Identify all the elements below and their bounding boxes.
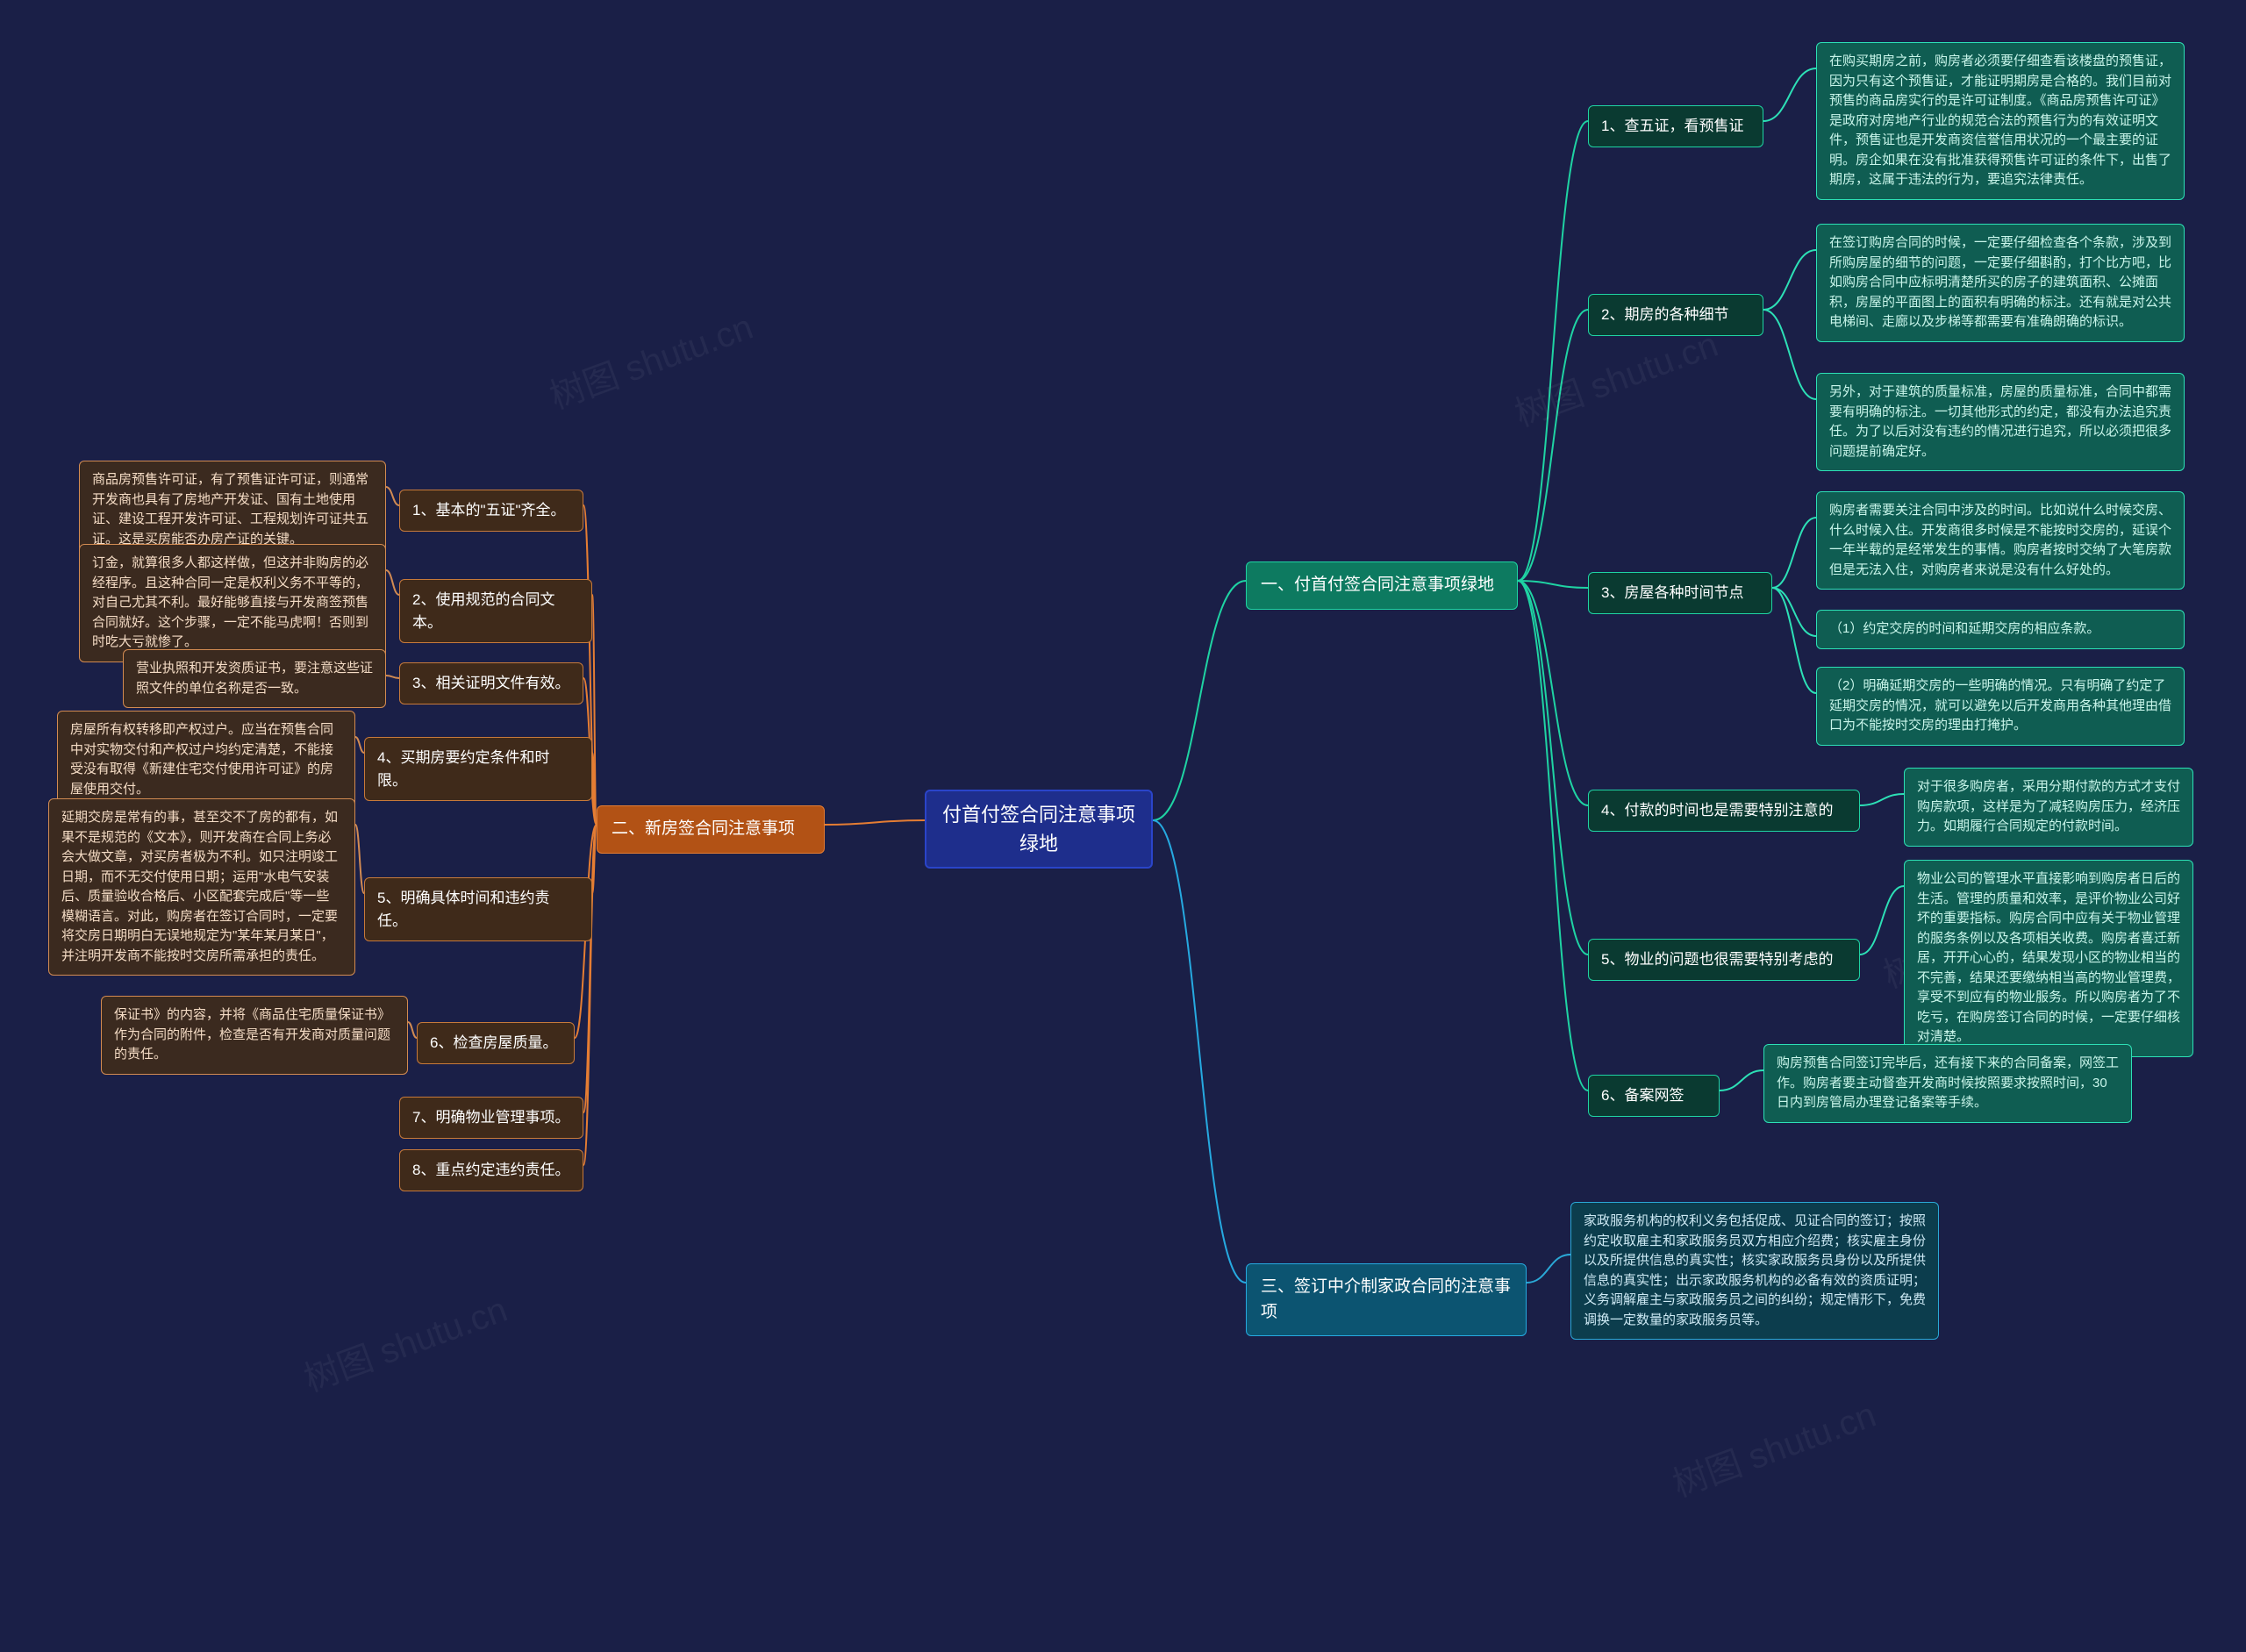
- b1-0-leaf-0: 在购买期房之前，购房者必须要仔细查看该楼盘的预售证，因为只有这个预售证，才能证明…: [1816, 42, 2185, 200]
- b2-sub-1: 2、使用规范的合同文本。: [399, 579, 592, 643]
- b2-sub-4: 5、明确具体时间和违约责任。: [364, 877, 592, 941]
- watermark: 树图 shutu.cn: [296, 1281, 513, 1401]
- b2-sub-6: 7、明确物业管理事项。: [399, 1097, 583, 1139]
- branch-2: 二、新房签合同注意事项: [597, 805, 825, 854]
- b1-sub-0: 1、查五证，看预售证: [1588, 105, 1763, 147]
- branch-1: 一、付首付签合同注意事项绿地: [1246, 561, 1518, 610]
- watermark: 树图 shutu.cn: [541, 298, 759, 418]
- b1-sub-5: 6、备案网签: [1588, 1075, 1720, 1117]
- b1-2-leaf-0: 购房者需要关注合同中涉及的时间。比如说什么时候交房、什么时候入住。开发商很多时候…: [1816, 491, 2185, 590]
- b1-1-leaf-0: 在签订购房合同的时候，一定要仔细检查各个条款，涉及到所购房屋的细节的问题，一定要…: [1816, 224, 2185, 342]
- b1-sub-4: 5、物业的问题也很需要特别考虑的: [1588, 939, 1860, 981]
- root-node: 付首付签合同注意事项绿地: [925, 790, 1153, 869]
- b1-4-leaf-0: 物业公司的管理水平直接影响到购房者日后的生活。管理的质量和效率，是评价物业公司好…: [1904, 860, 2193, 1057]
- b2-sub-3: 4、买期房要约定条件和时限。: [364, 737, 592, 801]
- watermark: 树图 shutu.cn: [1664, 1386, 1882, 1506]
- b2-sub-0: 1、基本的"五证"齐全。: [399, 490, 583, 532]
- b2-5-leaf-0: 保证书》的内容，并将《商品住宅质量保证书》作为合同的附件，检查是否有开发商对质量…: [101, 996, 408, 1075]
- b2-1-leaf-0: 订金，就算很多人都这样做，但这并非购房的必经程序。且这种合同一定是权利义务不平等…: [79, 544, 386, 662]
- b1-1-leaf-1: 另外，对于建筑的质量标准，房屋的质量标准，合同中都需要有明确的标注。一切其他形式…: [1816, 373, 2185, 471]
- b1-2-leaf-2: （2）明确延期交房的一些明确的情况。只有明确了约定了延期交房的情况，就可以避免以…: [1816, 667, 2185, 746]
- b1-sub-3: 4、付款的时间也是需要特别注意的: [1588, 790, 1860, 832]
- b2-sub-5: 6、检查房屋质量。: [417, 1022, 575, 1064]
- b2-2-leaf-0: 营业执照和开发资质证书，要注意这些证照文件的单位名称是否一致。: [123, 649, 386, 708]
- b2-3-leaf-0: 房屋所有权转移即产权过户。应当在预售合同中对实物交付和产权过户均约定清楚，不能接…: [57, 711, 355, 809]
- b1-2-leaf-1: （1）约定交房的时间和延期交房的相应条款。: [1816, 610, 2185, 649]
- b2-4-leaf-0: 延期交房是常有的事，甚至交不了房的都有，如果不是规范的《文本》，则开发商在合同上…: [48, 798, 355, 976]
- b1-5-leaf-0: 购房预售合同签订完毕后，还有接下来的合同备案，网签工作。购房者要主动督查开发商时…: [1763, 1044, 2132, 1123]
- b3-leaf-0: 家政服务机构的权利义务包括促成、见证合同的签订；按照约定收取雇主和家政服务员双方…: [1570, 1202, 1939, 1340]
- b1-3-leaf-0: 对于很多购房者，采用分期付款的方式才支付购房款项，这样是为了减轻购房压力，经济压…: [1904, 768, 2193, 847]
- b1-sub-1: 2、期房的各种细节: [1588, 294, 1763, 336]
- b2-sub-7: 8、重点约定违约责任。: [399, 1149, 583, 1191]
- b2-sub-2: 3、相关证明文件有效。: [399, 662, 583, 704]
- b1-sub-2: 3、房屋各种时间节点: [1588, 572, 1772, 614]
- branch-3: 三、签订中介制家政合同的注意事项: [1246, 1263, 1527, 1336]
